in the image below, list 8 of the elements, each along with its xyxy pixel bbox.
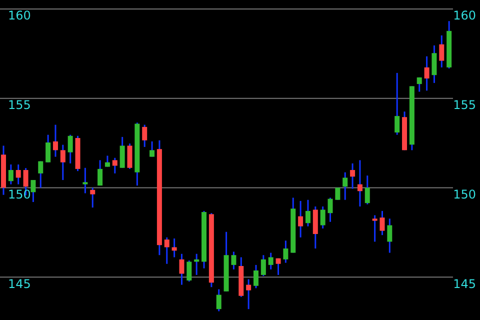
y-tick-label: 150 <box>8 188 31 202</box>
y2-tick-label: 160 <box>453 8 476 23</box>
y2-tick-label: 150 <box>453 188 476 202</box>
y-tick-label: 145 <box>8 276 31 291</box>
y-tick-label: 160 <box>8 8 31 23</box>
y2-tick-label: 145 <box>453 276 476 291</box>
y2-tick-label: 155 <box>453 98 476 112</box>
y-tick-label: 155 <box>8 98 31 112</box>
